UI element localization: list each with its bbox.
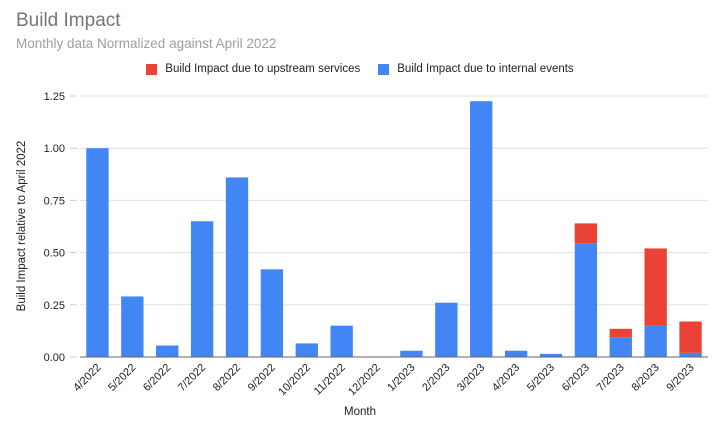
bar-segment[interactable] bbox=[644, 248, 667, 326]
bar-segment[interactable] bbox=[679, 352, 702, 357]
bar-segment[interactable] bbox=[609, 328, 632, 338]
y-tick-label: 0.25 bbox=[44, 300, 65, 312]
bar-segment[interactable] bbox=[470, 101, 493, 357]
x-tick-label: 4/2023 bbox=[490, 362, 522, 394]
bar-segment[interactable] bbox=[330, 325, 353, 357]
x-tick-label: 9/2023 bbox=[664, 362, 696, 394]
x-tick-label: 7/2022 bbox=[176, 362, 208, 394]
x-tick-label: 8/2023 bbox=[630, 362, 662, 394]
bar-segment[interactable] bbox=[121, 296, 144, 357]
x-tick-label: 5/2022 bbox=[106, 362, 138, 394]
x-tick-label: 1/2023 bbox=[385, 362, 417, 394]
x-tick-label: 3/2023 bbox=[455, 362, 487, 394]
bar-segment[interactable] bbox=[644, 325, 667, 357]
legend-item-internal[interactable]: Build Impact due to internal events bbox=[378, 63, 574, 75]
x-axis-label: Month bbox=[344, 406, 376, 418]
bar-segment[interactable] bbox=[225, 177, 249, 357]
bar-segment[interactable] bbox=[435, 302, 458, 357]
x-tick-label: 9/2022 bbox=[246, 362, 278, 394]
x-tick-label: 12/2022 bbox=[346, 362, 383, 399]
bar-segment[interactable] bbox=[574, 223, 598, 244]
y-tick-label: 1.25 bbox=[44, 91, 65, 103]
x-tick-label: 6/2023 bbox=[560, 362, 592, 394]
x-tick-label: 6/2022 bbox=[141, 362, 173, 394]
legend-swatch-upstream bbox=[146, 63, 158, 75]
bar-segment[interactable] bbox=[679, 321, 702, 353]
bar-segment[interactable] bbox=[156, 345, 179, 357]
legend-label-internal: Build Impact due to internal events bbox=[397, 63, 574, 75]
y-tick-label: 0.00 bbox=[44, 352, 65, 364]
x-tick-label: 11/2022 bbox=[312, 362, 348, 398]
chart-subtitle: Monthly data Normalized against April 20… bbox=[16, 36, 277, 51]
y-tick-label: 0.50 bbox=[44, 248, 65, 260]
x-tick-label: 10/2022 bbox=[276, 362, 313, 399]
x-tick-label: 2/2023 bbox=[420, 362, 452, 394]
bar-segment[interactable] bbox=[539, 353, 563, 357]
bars bbox=[86, 101, 702, 357]
legend-swatch-internal bbox=[378, 63, 390, 75]
legend-item-upstream[interactable]: Build Impact due to upstream services bbox=[146, 63, 360, 75]
bar-segment[interactable] bbox=[609, 337, 632, 357]
chart-title: Build Impact bbox=[16, 10, 121, 31]
bar-segment[interactable] bbox=[190, 221, 214, 357]
y-axis-ticks: 0.00 0.25 0.50 0.75 1.00 1.25 bbox=[44, 91, 77, 364]
bar-segment[interactable] bbox=[400, 350, 423, 357]
bar-segment[interactable] bbox=[260, 269, 284, 357]
bar-segment[interactable] bbox=[574, 243, 598, 357]
y-tick-label: 1.00 bbox=[44, 143, 65, 155]
x-axis-ticks: 4/2022 5/2022 6/2022 7/2022 8/2022 9/202210/2… bbox=[71, 362, 696, 399]
x-tick-label: 5/2023 bbox=[525, 362, 557, 394]
y-tick-label: 0.75 bbox=[44, 195, 65, 207]
x-tick-label: 7/2023 bbox=[595, 362, 627, 394]
x-tick-label: 8/2022 bbox=[211, 362, 243, 394]
legend: Build Impact due to upstream services Bu… bbox=[0, 63, 720, 75]
gridlines bbox=[80, 95, 708, 306]
bar-segment[interactable] bbox=[504, 350, 528, 357]
bar-segment[interactable] bbox=[86, 148, 109, 357]
legend-label-upstream: Build Impact due to upstream services bbox=[165, 63, 361, 75]
x-tick-label: 4/2022 bbox=[71, 362, 103, 394]
bar-segment[interactable] bbox=[295, 343, 318, 357]
